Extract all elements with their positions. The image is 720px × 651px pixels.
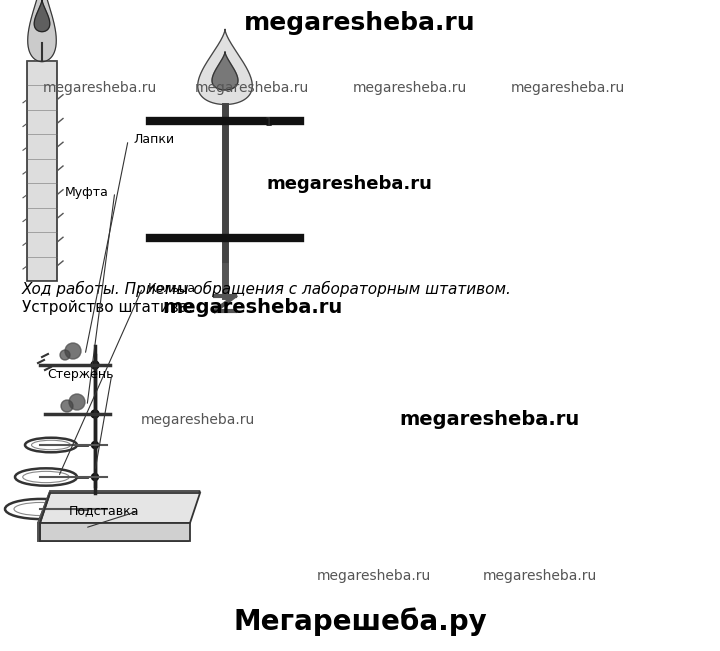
Circle shape [60, 350, 70, 360]
Polygon shape [40, 493, 200, 523]
Circle shape [61, 400, 73, 412]
Polygon shape [27, 0, 56, 62]
Polygon shape [35, 0, 50, 32]
Text: megaresheba.ru: megaresheba.ru [194, 81, 309, 95]
Circle shape [91, 410, 99, 418]
Circle shape [91, 441, 99, 449]
Circle shape [91, 505, 99, 512]
Text: Муфта: Муфта [65, 186, 109, 199]
Polygon shape [38, 491, 200, 523]
Text: Лапки: Лапки [133, 133, 174, 146]
Text: Устройство штатива:: Устройство штатива: [22, 300, 202, 316]
Circle shape [65, 343, 81, 359]
Text: Мегарешеба.ру: Мегарешеба.ру [233, 607, 487, 636]
Polygon shape [38, 523, 188, 541]
Text: megaresheba.ru: megaresheba.ru [140, 413, 255, 427]
Text: megaresheba.ru: megaresheba.ru [353, 81, 467, 95]
Circle shape [91, 361, 99, 369]
Polygon shape [198, 29, 252, 105]
Text: megaresheba.ru: megaresheba.ru [43, 81, 158, 95]
Text: megaresheba.ru: megaresheba.ru [162, 298, 342, 318]
Text: megaresheba.ru: megaresheba.ru [511, 81, 626, 95]
Text: megaresheba.ru: megaresheba.ru [244, 11, 476, 35]
Text: megaresheba.ru: megaresheba.ru [266, 174, 432, 193]
Circle shape [69, 394, 85, 410]
Circle shape [91, 473, 99, 480]
Text: megaresheba.ru: megaresheba.ru [400, 410, 580, 430]
Text: Ход работы. Приемы обращения с лабораторным штативом.: Ход работы. Приемы обращения с лаборатор… [22, 281, 511, 297]
Text: megaresheba.ru: megaresheba.ru [317, 569, 431, 583]
Text: megaresheba.ru: megaresheba.ru [482, 569, 597, 583]
Polygon shape [212, 52, 238, 90]
Bar [27, 61, 57, 281]
Text: Подставка: Подставка [68, 505, 139, 518]
Text: Кольца: Кольца [148, 281, 196, 294]
Text: Стержень: Стержень [47, 368, 113, 381]
Text: 1: 1 [265, 116, 273, 129]
Polygon shape [40, 523, 190, 541]
